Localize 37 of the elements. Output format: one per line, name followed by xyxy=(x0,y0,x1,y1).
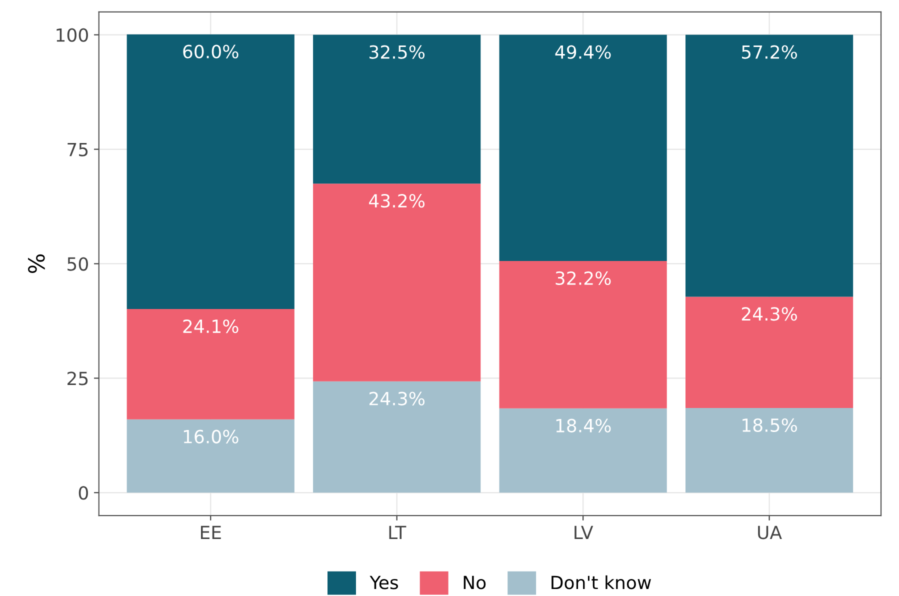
data-label: 32.2% xyxy=(556,271,611,286)
bar xyxy=(685,296,854,408)
data-label: 18.4% xyxy=(556,418,611,432)
y-tick-label: 50 xyxy=(68,257,88,271)
bar xyxy=(126,419,294,493)
x-tick-label: UA xyxy=(758,526,782,540)
y-axis-title: % xyxy=(28,254,45,274)
y-tick-label: 100 xyxy=(56,28,88,42)
data-label: 24.1% xyxy=(183,319,238,334)
bar xyxy=(499,260,667,408)
data-label: 57.2% xyxy=(742,45,797,59)
data-label: 49.4% xyxy=(555,45,611,59)
bar xyxy=(313,34,481,184)
data-label: 18.5% xyxy=(742,418,797,432)
data-label: 43.2% xyxy=(369,194,425,208)
bar xyxy=(499,34,667,261)
y-tick-label: 75 xyxy=(68,142,88,156)
data-label: 60.0% xyxy=(183,44,238,58)
data-label: 24.3% xyxy=(369,392,425,406)
y-tick-label: 0 xyxy=(78,486,88,500)
data-label: 16.0% xyxy=(184,430,238,444)
bar xyxy=(126,309,294,420)
x-tick-label: EE xyxy=(200,526,221,539)
bar xyxy=(126,34,294,310)
bar xyxy=(313,184,481,382)
data-label: 24.3% xyxy=(742,307,797,321)
bar xyxy=(685,408,854,493)
data-label: 32.5% xyxy=(370,45,425,59)
x-tick-label: LT xyxy=(389,526,406,539)
legend-label: Don't know xyxy=(552,575,651,590)
bar xyxy=(499,408,667,493)
x-tick-label: LV xyxy=(574,526,594,539)
bar xyxy=(313,381,481,493)
bar xyxy=(685,34,854,297)
y-tick-label: 25 xyxy=(68,372,88,386)
legend-label: Yes xyxy=(370,576,398,590)
legend-label: No xyxy=(464,576,486,590)
